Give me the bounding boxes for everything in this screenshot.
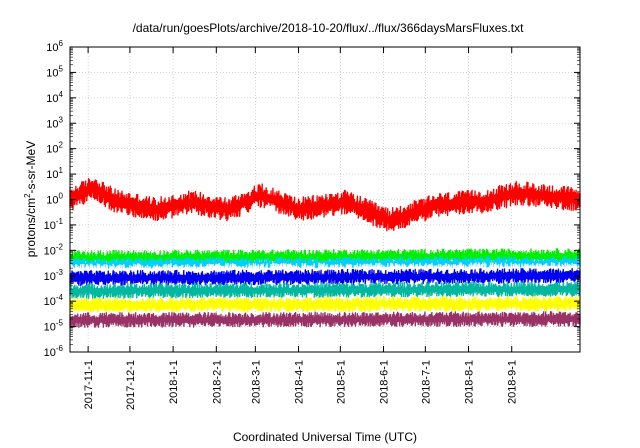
y-tick-label: 105 [46, 64, 63, 79]
y-tick-base: 10 [46, 144, 58, 156]
y-tick-exponent: -2 [56, 242, 64, 251]
x-tick-label: 2018-3-1 [250, 360, 262, 404]
y-tick-label: 10-3 [44, 268, 64, 283]
y-tick-label: 100 [46, 192, 63, 207]
y-tick-label: 104 [46, 90, 63, 105]
y-axis-label-sup: 2 [23, 193, 32, 198]
y-tick-base: 10 [44, 245, 56, 257]
x-tick-label: 2017-11-1 [83, 360, 95, 409]
y-tick-base: 10 [44, 347, 56, 359]
x-tick-label: 2018-9-1 [507, 360, 519, 404]
y-tick-label: 10-6 [44, 344, 64, 359]
y-tick-exponent: 4 [59, 90, 64, 99]
x-tick-label: 2018-4-1 [294, 360, 306, 404]
y-tick-base: 10 [46, 195, 58, 207]
x-tick-label: 2018-1-1 [168, 360, 180, 404]
y-tick-exponent: 1 [59, 166, 64, 175]
chart-title: /data/run/goesPlots/archive/2018-10-20/f… [133, 21, 525, 35]
y-tick-exponent: -5 [56, 319, 64, 328]
y-tick-base: 10 [44, 322, 56, 334]
y-tick-label: 10-1 [44, 217, 64, 232]
x-tick-label: 2018-7-1 [420, 360, 432, 404]
series-layer [69, 178, 581, 328]
series-line [69, 268, 581, 287]
x-tick-label: 2018-8-1 [464, 360, 476, 404]
y-tick-base: 10 [46, 93, 58, 105]
y-axis-label: protons/cm2-s-sr-MeV [23, 141, 38, 257]
y-tick-label: 102 [46, 141, 63, 156]
y-tick-label: 106 [46, 39, 63, 54]
y-tick-base: 10 [46, 169, 58, 181]
axis-layer: 10-610-510-410-310-210-11001011021031041… [44, 39, 580, 410]
y-tick-base: 10 [44, 296, 56, 308]
x-tick-label: 2018-6-1 [379, 360, 391, 404]
y-tick-base: 10 [46, 118, 58, 130]
y-tick-base: 10 [44, 271, 56, 283]
y-tick-exponent: 2 [59, 141, 64, 150]
series-line [69, 311, 581, 328]
y-tick-exponent: -6 [56, 344, 64, 353]
y-tick-label: 103 [46, 115, 63, 130]
x-tick-label: 2018-5-1 [335, 360, 347, 404]
y-tick-exponent: -3 [56, 268, 64, 277]
y-tick-exponent: 5 [59, 64, 64, 73]
y-tick-label: 10-4 [44, 293, 64, 308]
series-line [69, 248, 581, 266]
x-tick-label: 2018-2-1 [211, 360, 223, 404]
y-tick-exponent: -4 [56, 293, 64, 302]
series-line [69, 281, 581, 299]
y-tick-exponent: 3 [59, 115, 64, 124]
series-line [69, 178, 581, 232]
y-tick-exponent: -1 [56, 217, 64, 226]
x-axis-label: Coordinated Universal Time (UTC) [233, 430, 417, 444]
series-line [69, 295, 581, 313]
x-tick-label: 2017-12-1 [125, 360, 137, 410]
y-tick-label: 10-2 [44, 242, 64, 257]
y-tick-label: 10-5 [44, 319, 64, 334]
y-tick-exponent: 0 [59, 192, 64, 201]
y-tick-base: 10 [46, 42, 58, 54]
y-tick-base: 10 [44, 220, 56, 232]
y-axis-label-post: -s-sr-MeV [24, 141, 38, 194]
y-tick-exponent: 6 [59, 39, 64, 48]
y-tick-label: 101 [46, 166, 63, 181]
y-axis-label-pre: protons/cm [24, 198, 38, 257]
y-tick-base: 10 [46, 67, 58, 79]
